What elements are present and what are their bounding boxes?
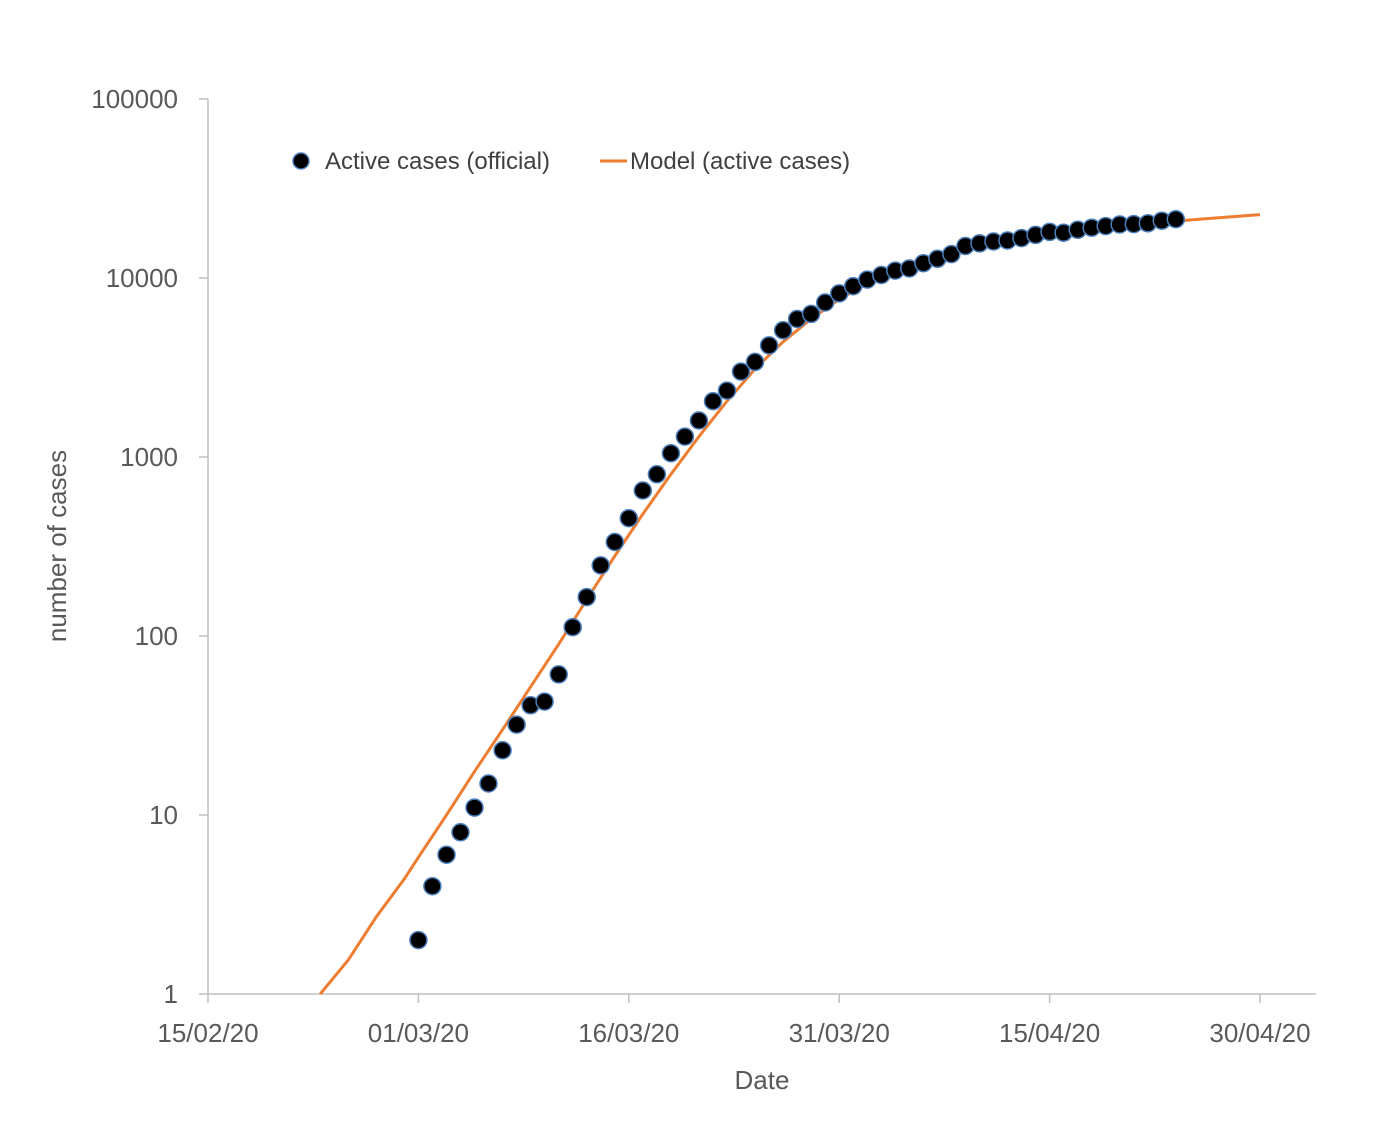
axes-group [207,99,1316,995]
legend: Active cases (official) Model (active ca… [292,148,850,175]
data-point [535,692,554,711]
data-point [745,352,765,372]
official-points-layer [409,209,1186,950]
y-tick-label: 100 [135,621,178,651]
y-tick-label: 100000 [91,84,178,114]
data-point [549,665,568,684]
data-point [605,532,625,552]
data-point [942,244,961,264]
data-point [703,391,723,411]
x-tick-label: 01/03/20 [368,1018,469,1048]
x-tick-label: 15/04/20 [999,1018,1100,1048]
data-point [591,556,610,575]
data-point [633,481,653,500]
data-point [451,823,470,842]
data-point [689,411,709,430]
data-point [563,617,582,637]
data-point [465,798,484,817]
x-tick-label: 16/03/20 [578,1018,679,1048]
legend-label-official: Active cases (official) [325,148,550,175]
y-ticks-group: 1 10 100 1000 10000 100000 [91,84,208,1009]
data-point [507,715,526,734]
data-point [759,336,779,355]
data-point [731,362,751,381]
data-point [661,443,681,463]
legend-marker-official [292,152,310,170]
data-point [437,845,456,864]
y-tick-label: 1 [164,979,178,1009]
data-point [409,930,428,950]
y-tick-label: 10000 [106,263,178,293]
data-point [773,321,793,340]
x-tick-label: 31/03/20 [789,1018,890,1048]
y-tick-label: 1000 [120,442,178,472]
y-axis-title: number of cases [42,450,72,642]
data-point [801,304,821,324]
data-point [619,508,639,528]
data-point [479,774,498,793]
data-point [1166,209,1186,229]
data-point [493,741,512,760]
data-point [577,587,596,607]
legend-label-model: Model (active cases) [630,148,850,175]
data-point [647,465,667,484]
x-tick-label: 15/02/20 [157,1018,258,1048]
data-point [815,293,835,312]
data-point [675,427,695,446]
x-axis-title: Date [735,1065,790,1095]
data-point [717,381,737,400]
y-tick-label: 10 [149,800,178,830]
x-ticks-group: 15/02/20 01/03/20 16/03/20 31/03/20 15/04/20… [157,994,1311,1048]
x-tick-label: 30/04/20 [1209,1018,1310,1048]
data-point [423,876,442,896]
